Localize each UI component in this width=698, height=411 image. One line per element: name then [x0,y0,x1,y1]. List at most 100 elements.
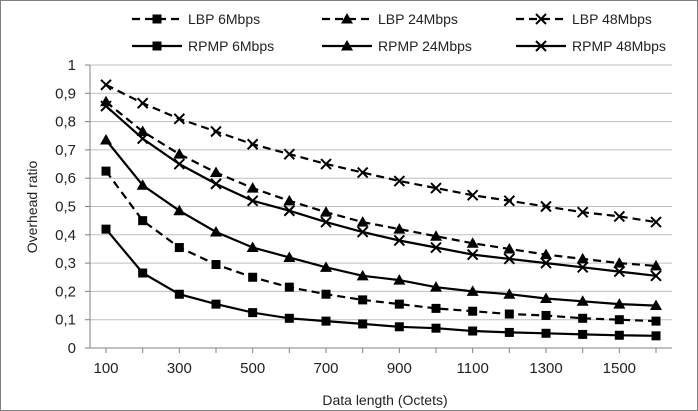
data-point [650,259,662,271]
data-point [578,329,588,339]
data-point [283,205,296,217]
data-point [504,309,514,319]
data-point [576,261,589,274]
legend-label: RPMP 48Mbps [572,38,666,54]
legend-label: RPMP 24Mbps [378,38,472,54]
data-point [393,223,406,234]
data-point [210,125,222,138]
data-point [284,313,294,323]
legend-item: LBP 6Mbps [132,11,260,27]
data-point [466,248,479,261]
data-point [394,322,404,332]
data-point [248,272,258,282]
data-point [614,330,624,340]
data-point [540,200,552,213]
data-point [613,265,626,278]
series-lbp-24mbps [100,95,662,271]
x-tick-label: 500 [240,360,265,377]
data-point [283,148,296,160]
legend-marker [152,14,162,24]
y-tick-label: 0,9 [55,85,76,102]
data-point [576,252,589,264]
legend-label: LBP 6Mbps [188,11,260,27]
legend-marker [152,41,162,51]
data-point [431,323,441,333]
y-tick-labels: 0 0,1 0,2 0,3 0,4 0,5 0,6 0,7 0,8 0,9 1 [55,57,76,357]
data-point [540,248,552,260]
series-line [105,100,657,267]
y-tick-label: 0,7 [55,142,76,159]
legend: LBP 6Mbps LBP 24Mbps LBP 48Mbps RPMP 6Mbps R… [132,11,666,54]
data-point [210,166,222,178]
data-point [320,261,332,272]
series-rpmp-48mbps [100,100,662,282]
x-tick-label: 900 [387,360,412,377]
x-tick-label: 300 [167,360,192,377]
data-point [503,195,516,207]
data-point [613,298,626,309]
series-line [105,105,657,277]
series-line [105,228,657,337]
data-point [576,206,589,218]
data-point [430,230,442,241]
data-point [394,299,404,309]
data-point [173,204,186,216]
data-point [393,234,406,247]
data-point [246,138,259,150]
series-lbp-48mbps [100,79,662,228]
data-point [174,243,184,253]
data-point [136,97,149,109]
data-point [430,281,442,292]
y-tick-label: 0 [68,340,76,357]
data-point [503,253,516,265]
data-point [320,158,332,170]
data-point [138,216,148,226]
y-tick-label: 0,1 [55,312,76,329]
data-point [540,292,552,303]
y-tick-label: 0,4 [55,227,76,244]
data-point [211,260,221,270]
legend-marker [535,13,547,25]
y-tick-label: 0,2 [55,283,76,300]
data-point [101,224,111,234]
legend-item: RPMP 48Mbps [516,38,666,54]
legend-item: RPMP 6Mbps [132,38,274,54]
y-axis-title: Overhead ratio [24,160,40,253]
data-point [430,182,442,194]
data-point [650,299,662,311]
data-point [356,216,369,227]
data-point [138,268,148,278]
data-point [468,326,478,336]
series-rpmp-24mbps [100,133,662,311]
legend-item: RPMP 24Mbps [322,38,472,54]
y-tick-label: 0,5 [55,199,76,216]
data-point [430,241,442,254]
data-point [356,166,369,179]
data-point [503,242,516,254]
data-point [650,216,662,228]
data-point [284,282,294,292]
data-point [100,133,112,145]
data-point [614,315,624,325]
data-point [136,179,149,190]
data-point [504,327,514,337]
legend-label: LBP 48Mbps [572,11,652,27]
data-point [466,237,479,248]
legend-label: RPMP 6Mbps [188,38,274,54]
data-point [358,295,368,305]
x-tick-label: 100 [93,360,118,377]
series-line [105,139,657,307]
legend-item: LBP 48Mbps [516,11,652,27]
data-point [101,166,111,176]
data-point [174,289,184,299]
data-point [211,299,221,309]
data-point [356,226,369,238]
data-point [541,310,551,320]
data-series [100,79,662,341]
x-tick-label: 1100 [457,360,489,377]
legend-item: LBP 24Mbps [322,11,458,27]
data-point [173,148,186,159]
data-point [651,316,661,326]
legend-marker [535,40,547,52]
